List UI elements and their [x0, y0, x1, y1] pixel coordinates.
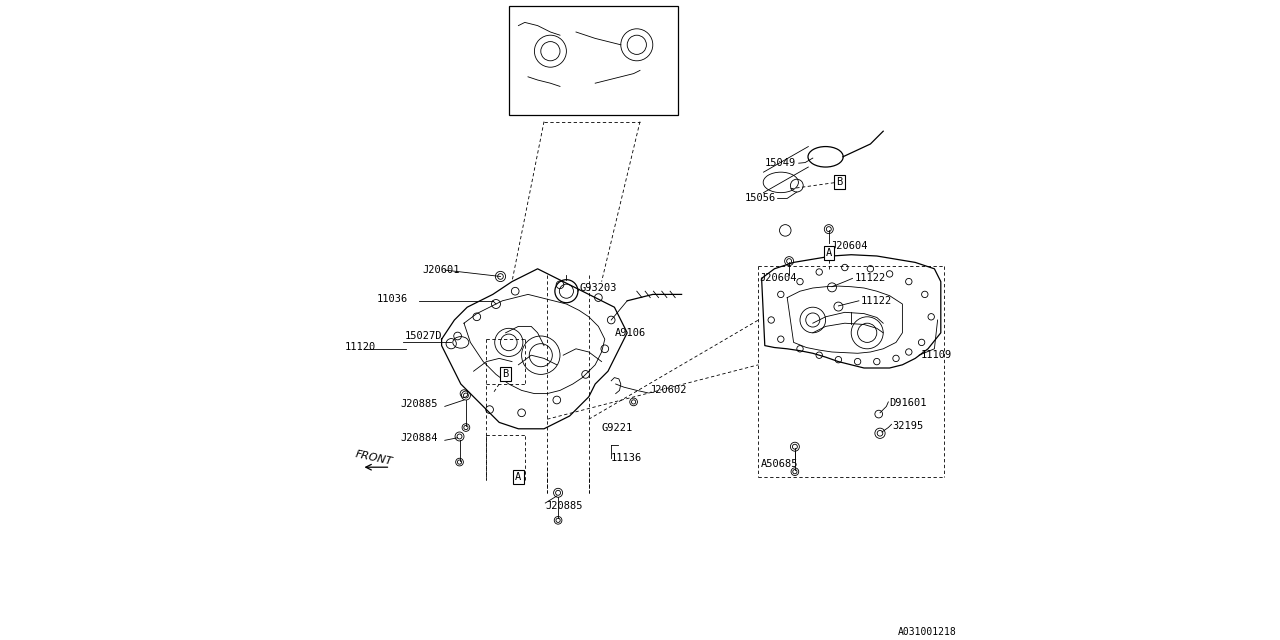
- Text: FRONT: FRONT: [355, 449, 394, 467]
- Text: G93203: G93203: [580, 283, 617, 293]
- Text: 11120: 11120: [344, 342, 375, 352]
- Text: J20884: J20884: [399, 433, 438, 444]
- FancyBboxPatch shape: [508, 6, 678, 115]
- Text: B: B: [503, 369, 508, 380]
- Text: 11109: 11109: [920, 350, 951, 360]
- Text: B: B: [837, 177, 842, 188]
- Text: A: A: [516, 472, 521, 482]
- Text: 11122: 11122: [855, 273, 886, 284]
- Text: J20601: J20601: [422, 265, 460, 275]
- Text: 15056: 15056: [745, 193, 776, 204]
- Text: 11122: 11122: [860, 296, 892, 306]
- Text: J20602: J20602: [650, 385, 687, 396]
- Text: J20885: J20885: [545, 500, 582, 511]
- Text: A50685: A50685: [760, 459, 797, 469]
- Text: J20604: J20604: [759, 273, 796, 284]
- Text: 11036: 11036: [376, 294, 407, 304]
- Text: A9106: A9106: [614, 328, 645, 338]
- Text: 32195: 32195: [893, 420, 924, 431]
- Text: 11136: 11136: [612, 452, 643, 463]
- Text: 15027D: 15027D: [404, 331, 443, 341]
- Text: A031001218: A031001218: [899, 627, 957, 637]
- Text: D91601: D91601: [890, 398, 927, 408]
- Text: A: A: [826, 248, 832, 258]
- Text: J20885: J20885: [399, 399, 438, 410]
- Text: 15049: 15049: [765, 158, 796, 168]
- Text: J20604: J20604: [831, 241, 868, 252]
- Text: G9221: G9221: [602, 422, 632, 433]
